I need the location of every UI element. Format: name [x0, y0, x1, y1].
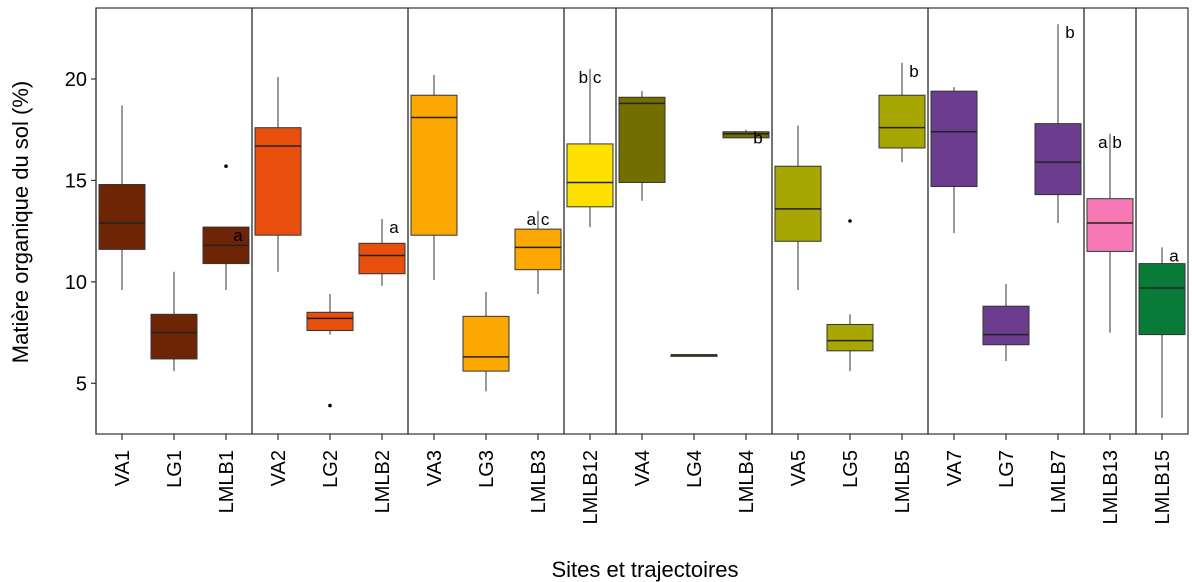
box-body — [618, 96, 666, 183]
x-axis-title: Sites et trajectoires — [551, 557, 738, 582]
significance-label: a — [1169, 246, 1179, 265]
y-axis-title: Matière organique du sol (%) — [8, 81, 33, 363]
x-tick-label: LG1 — [164, 450, 186, 488]
plot-area: a a a c b c b b b a b a — [95, 7, 1189, 435]
box-body — [566, 143, 614, 208]
box-body — [150, 313, 198, 360]
x-tick-label: LMLB1 — [216, 450, 238, 513]
significance-label: a — [389, 218, 399, 237]
box-body — [254, 127, 302, 236]
x-tick-label: LMLB7 — [1048, 450, 1070, 513]
significance-label: a c — [527, 210, 550, 229]
x-tick-label: LG3 — [476, 450, 498, 488]
x-tick-label: LMLB4 — [736, 450, 758, 513]
y-tick-label: 15 — [65, 170, 87, 192]
significance-label: b — [909, 62, 918, 81]
panel-border — [927, 7, 1085, 435]
x-tick-label: LMLB13 — [1100, 450, 1122, 525]
significance-label: b c — [579, 68, 602, 87]
box-outlier — [224, 164, 228, 169]
box-body — [514, 228, 562, 271]
box-body — [358, 242, 406, 275]
box-body — [410, 94, 458, 236]
x-tick-label: VA2 — [268, 450, 290, 486]
box-body — [98, 183, 146, 250]
x-tick-label: LG7 — [996, 450, 1018, 488]
x-tick-label: LMLB12 — [580, 450, 602, 525]
x-tick-label: VA7 — [944, 450, 966, 486]
box-body — [306, 311, 354, 332]
box-body — [1138, 263, 1186, 336]
box-body — [930, 90, 978, 188]
x-tick-label: VA1 — [112, 450, 134, 486]
box-body — [462, 315, 510, 372]
box-outlier — [848, 219, 852, 223]
box-body — [1034, 123, 1082, 196]
panel-border — [615, 7, 773, 435]
x-tick-label: LMLB5 — [892, 450, 914, 513]
x-tick-label: VA5 — [788, 450, 810, 486]
box-body — [878, 94, 926, 149]
box-body — [774, 165, 822, 242]
box-body — [982, 305, 1030, 346]
x-tick-label: LMLB2 — [372, 450, 394, 513]
y-axis: 5 10 15 20 — [65, 8, 97, 434]
box-body — [826, 323, 874, 352]
box-outlier — [328, 403, 332, 408]
significance-label: b — [1065, 23, 1074, 42]
x-axis: VA1 LG1 LMLB1 VA2 LG2 LMLB2 VA3 LG3 LMLB3 LMLB12 V… — [112, 434, 1174, 525]
x-tick-label: LMLB3 — [528, 450, 550, 513]
y-tick-label: 20 — [65, 69, 87, 91]
x-tick-label: LMLB15 — [1152, 450, 1174, 525]
x-tick-label: VA3 — [424, 450, 446, 486]
significance-label: a — [233, 226, 243, 245]
y-tick-label: 5 — [76, 373, 87, 395]
box-body — [1086, 198, 1134, 252]
box-body — [722, 131, 770, 139]
significance-label: b — [753, 129, 762, 148]
y-tick-label: 10 — [65, 272, 87, 294]
significance-label: a b — [1098, 133, 1122, 152]
x-tick-label: LG2 — [320, 450, 342, 488]
x-tick-label: LG4 — [684, 450, 706, 488]
x-tick-label: VA4 — [632, 450, 654, 486]
x-tick-label: LG5 — [840, 450, 862, 488]
